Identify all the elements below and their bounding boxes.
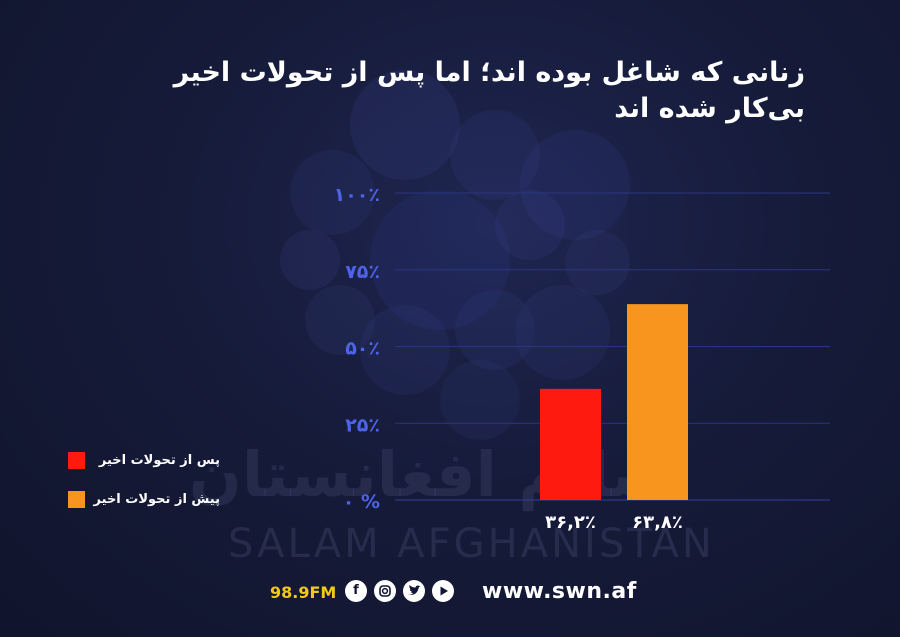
decor-bubble [370,190,510,330]
decor-bubble [305,285,375,355]
chart-bars [540,304,688,500]
legend-label: پیش از تحولات اخیر [93,492,220,507]
legend-swatch [68,491,85,508]
decor-bubble [280,230,340,290]
decor-bubble [440,360,520,440]
decor-bubble [515,285,610,380]
bar [540,388,601,500]
twitter-icon[interactable] [403,580,425,602]
youtube-icon[interactable] [432,580,454,602]
decor-bubble [350,70,460,180]
decor-bubble [455,290,535,370]
facebook-icon[interactable]: f [345,580,367,602]
footer: 98.9FM f www.swn.af [270,576,650,610]
chart-title-line1: زنانی که شاغل بوده اند؛ اما پس از تحولات… [173,57,805,88]
legend-label: پس از تحولات اخیر [98,453,220,468]
bar [627,304,688,500]
decor-bubble [495,190,565,260]
watermark-english: SALAM AFGHANISTAN [228,521,715,567]
decor-bubble [450,110,540,200]
instagram-icon[interactable] [374,580,396,602]
y-tick-label: ۵۰٪ [345,338,380,360]
bar-value-label: ۳۶,۲٪ [545,512,596,533]
chart-grid [395,192,830,501]
decor-bubble [290,150,375,235]
bar-value-label: ۶۳,۸٪ [632,512,683,533]
legend-item: پیش از تحولات اخیر [68,491,228,509]
decor-bubble [520,130,630,240]
chart-title: زنانی که شاغل بوده اند؛ اما پس از تحولات… [173,55,805,127]
y-tick-label: ۷۵٪ [345,261,380,283]
legend-item: پس از تحولات اخیر [68,452,228,470]
y-tick-label: ۱۰۰٪ [334,184,380,206]
y-tick-label: ۰ % [343,491,380,513]
chart-title-line2: بی‌کار شده اند [614,93,805,124]
legend-swatch [68,452,85,469]
bar-value-labels: ۳۶,۲٪ ۶۳,۸٪ [545,512,683,533]
decor-bubble [565,230,630,295]
y-tick-label: ۲۵٪ [345,414,380,436]
y-axis-ticks: ۰ % ۲۵٪ ۵۰٪ ۷۵٪ ۱۰۰٪ [334,184,380,513]
website-url[interactable]: www.swn.af [482,579,637,604]
decor-bubble [360,305,450,395]
radio-frequency: 98.9FM [270,583,337,602]
